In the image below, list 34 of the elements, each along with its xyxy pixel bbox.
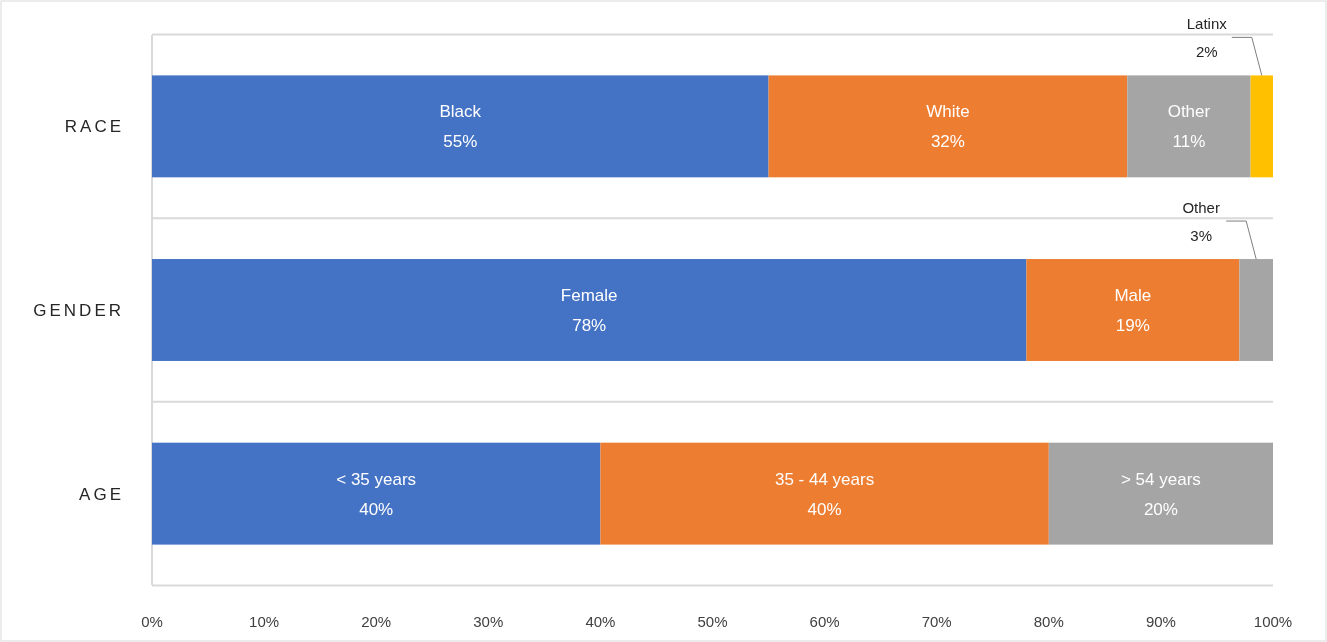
bar bbox=[1026, 259, 1240, 361]
y-tick-label: AGE bbox=[79, 484, 124, 504]
x-tick-label: 70% bbox=[921, 613, 952, 630]
data-label: Other 3% bbox=[1182, 199, 1220, 245]
data-label: < 35 years 40% bbox=[336, 469, 417, 519]
bar bbox=[152, 75, 769, 178]
data-label: Male 19% bbox=[1114, 286, 1152, 335]
data-label: Other 11% bbox=[1167, 102, 1211, 152]
y-tick-label: GENDER bbox=[33, 301, 124, 320]
x-tick-label: 30% bbox=[473, 613, 504, 630]
bar bbox=[768, 75, 1128, 178]
x-tick-label: 80% bbox=[1033, 613, 1064, 630]
data-label: Black 55% bbox=[439, 102, 482, 152]
x-tick-label: 100% bbox=[1253, 613, 1293, 630]
y-tick-label: RACE bbox=[64, 117, 124, 137]
data-label: Latinx 2% bbox=[1186, 15, 1228, 61]
x-tick-label: 90% bbox=[1145, 613, 1176, 630]
x-tick-label: 60% bbox=[809, 613, 840, 630]
x-tick-label: 50% bbox=[697, 613, 728, 630]
x-tick-label: 0% bbox=[141, 613, 163, 630]
bar bbox=[600, 442, 1049, 545]
x-tick-label: 40% bbox=[585, 613, 616, 630]
bar bbox=[152, 259, 1027, 361]
bar bbox=[1048, 442, 1273, 545]
bar bbox=[1239, 259, 1273, 361]
data-label: White 32% bbox=[926, 102, 970, 152]
bar bbox=[152, 442, 601, 545]
bar bbox=[1127, 75, 1251, 178]
data-label: > 54 years 20% bbox=[1120, 469, 1201, 519]
bar bbox=[1250, 75, 1273, 178]
data-label: Female 78% bbox=[560, 286, 618, 335]
x-tick-label: 10% bbox=[249, 613, 280, 630]
x-tick-label: 20% bbox=[361, 613, 392, 630]
data-label: 35 - 44 years 40% bbox=[774, 469, 875, 519]
